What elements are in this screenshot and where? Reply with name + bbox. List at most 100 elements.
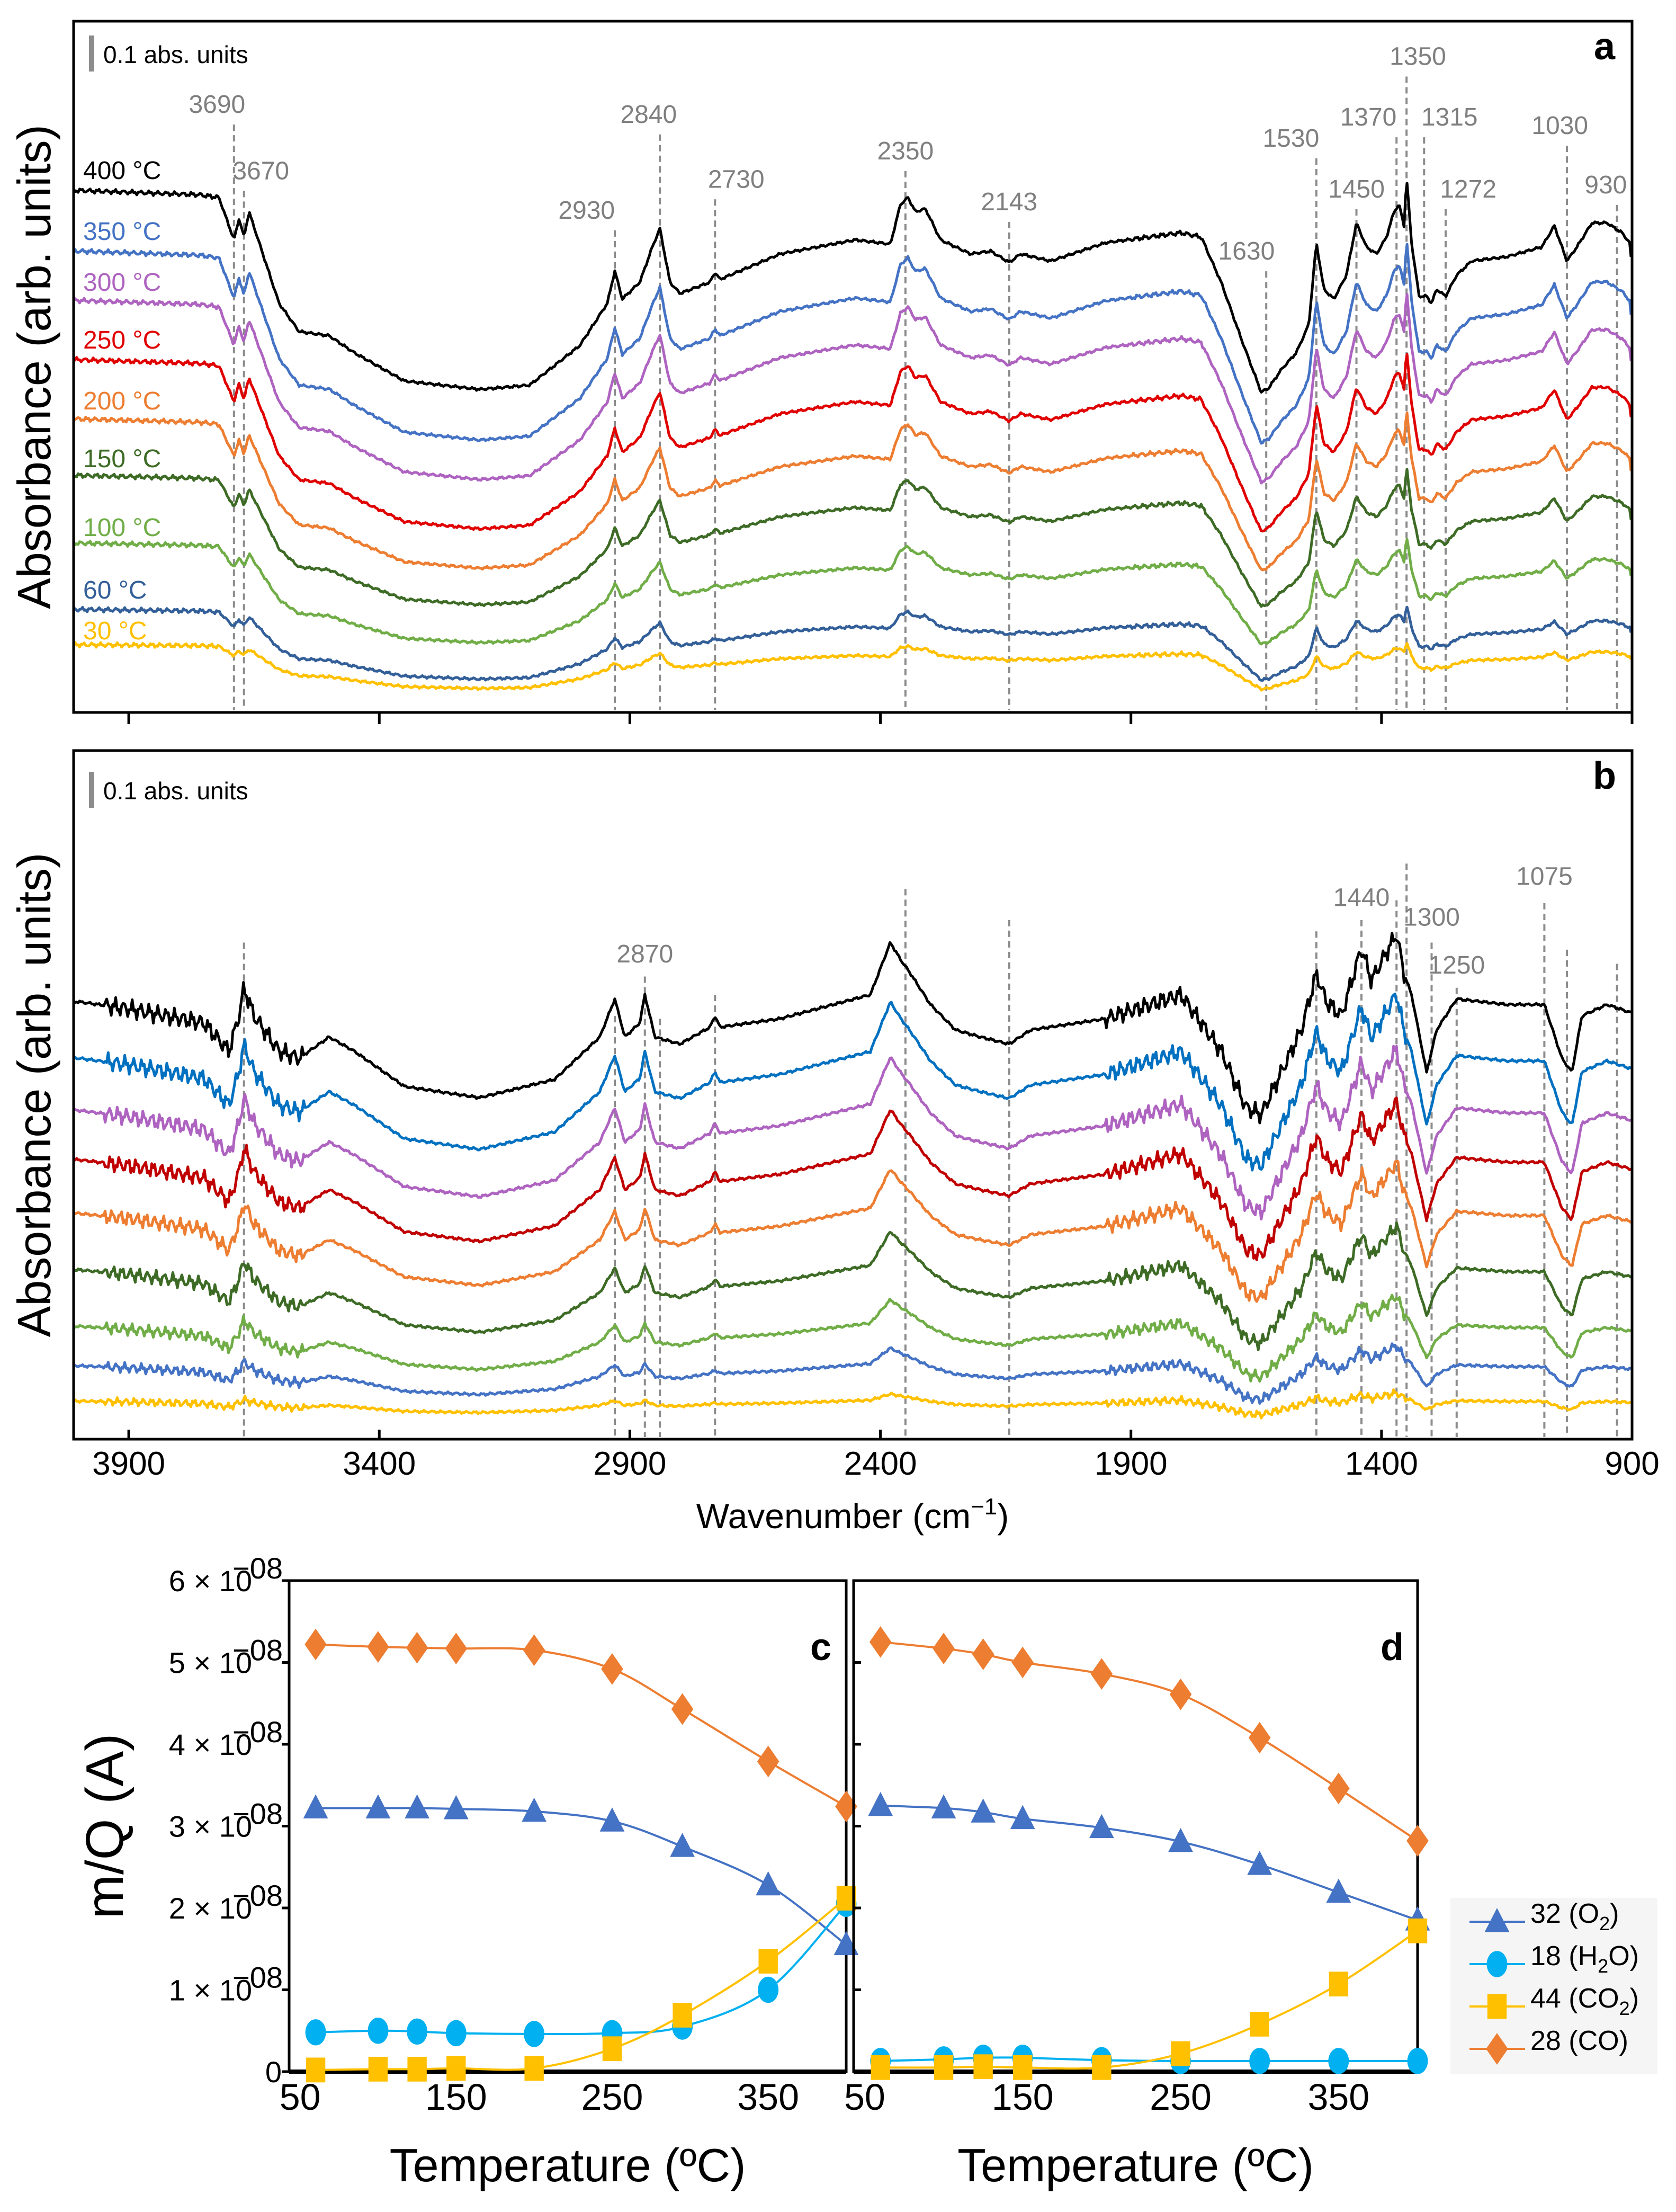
x-axis-label: Temperature (ºC) xyxy=(957,2139,1314,2191)
y-tick-base: 5 × 10 xyxy=(169,1646,252,1680)
legend-label-text: 18 (H xyxy=(1530,1941,1598,1972)
peak-label: 1440 xyxy=(1333,884,1390,912)
legend-label-subscript: 2 xyxy=(1599,1913,1610,1934)
legend: 32 (O2)18 (H2O)44 (CO2)28 (CO) xyxy=(1450,1898,1657,2074)
spectrum-200C xyxy=(73,411,1633,572)
peak-label: 2930 xyxy=(558,197,615,225)
temperature-label: 350 °C xyxy=(83,218,161,246)
data-point-diamond xyxy=(601,1653,623,1685)
x-axis-label-sup: −1 xyxy=(971,1494,997,1520)
legend-label-subscript: 2 xyxy=(1598,1955,1608,1977)
data-point-square xyxy=(1329,1972,1349,1997)
spectrum-250C xyxy=(73,1096,1632,1261)
legend-marker-circle xyxy=(1486,1951,1508,1977)
x-axis-label: Wavenumber (cm−1) xyxy=(696,1494,1009,1536)
temperature-label: 60 °C xyxy=(83,576,147,604)
peak-label: 1075 xyxy=(1516,862,1573,890)
spectrum-60C xyxy=(73,1342,1632,1405)
data-point-circle xyxy=(407,2018,428,2045)
spectrum-150C xyxy=(73,1221,1632,1351)
x-tick-label: 900 xyxy=(1605,1446,1659,1482)
temperature-label: 300 °C xyxy=(83,269,161,297)
y-tick-label: 0 xyxy=(265,2055,282,2089)
legend-label-end: ) xyxy=(1630,1983,1639,2014)
data-point-diamond xyxy=(1169,1678,1192,1710)
data-point-square xyxy=(306,2057,326,2083)
peak-label: 2870 xyxy=(616,940,673,968)
y-tick-base: 1 × 10 xyxy=(169,1974,252,2007)
peak-label: 1300 xyxy=(1403,904,1460,932)
x-tick-label: 2400 xyxy=(844,1446,917,1482)
data-point-diamond xyxy=(445,1633,468,1665)
data-point-triangle xyxy=(756,1871,781,1896)
spectrum-350C xyxy=(73,992,1632,1172)
y-tick-base: 6 × 10 xyxy=(169,1564,252,1598)
y-tick-base: 0 xyxy=(265,2055,282,2089)
y-tick-exponent: −08 xyxy=(232,1715,283,1749)
legend-label-end: O) xyxy=(1608,1941,1639,1972)
legend-label: 32 (O2) xyxy=(1530,1898,1619,1934)
peak-label: 1530 xyxy=(1262,124,1319,153)
legend-label-end: ) xyxy=(1610,1898,1619,1929)
data-point-triangle xyxy=(599,1807,625,1832)
y-axis-label: m/Q (A) xyxy=(75,1734,135,1919)
legend-label-text: 28 (CO) xyxy=(1530,2026,1628,2056)
data-point-square xyxy=(368,2056,388,2082)
y-tick-label: 3 × 10 xyxy=(169,1810,252,1843)
temperature-label: 200 °C xyxy=(83,387,161,415)
temperature-label: 400 °C xyxy=(83,157,161,185)
x-tick-label: 250 xyxy=(1150,2076,1212,2118)
x-axis-label-text: Wavenumber (cm xyxy=(696,1496,971,1536)
peak-label: 1350 xyxy=(1390,43,1446,71)
legend-label-subscript: 2 xyxy=(1619,1997,1630,2019)
data-point-circle xyxy=(305,2019,326,2046)
peak-label: 1630 xyxy=(1218,237,1275,265)
y-tick-label: 6 × 10 xyxy=(169,1564,252,1598)
data-point-diamond xyxy=(1406,1825,1429,1857)
data-point-triangle xyxy=(931,1794,956,1819)
data-point-triangle xyxy=(971,1798,996,1823)
peak-label: 1370 xyxy=(1340,103,1397,131)
data-point-triangle xyxy=(1089,1814,1114,1839)
peak-label: 930 xyxy=(1584,171,1627,199)
spectrum-400C xyxy=(73,932,1632,1125)
data-point-triangle xyxy=(1247,1851,1272,1875)
peak-label: 1315 xyxy=(1421,103,1478,131)
data-point-square xyxy=(602,2036,622,2062)
peak-label: 1250 xyxy=(1428,951,1485,979)
y-tick-base: 4 × 10 xyxy=(169,1728,252,1761)
spectrum-100C xyxy=(72,1294,1632,1383)
spectrum-350C xyxy=(73,243,1633,445)
y-tick-label: 1 × 10 xyxy=(169,1974,252,2007)
legend-label: 44 (CO2) xyxy=(1530,1983,1639,2019)
data-point-triangle xyxy=(443,1795,469,1819)
data-point-circle xyxy=(368,2018,389,2044)
temperature-label: 150 °C xyxy=(83,445,161,473)
peak-label: 1030 xyxy=(1531,112,1588,140)
panel-b-spectra: 2870 1440 1300 1250 1075 3900 3400 2900 2400 1900… xyxy=(8,749,1660,1536)
spectrum-400C xyxy=(72,182,1633,394)
data-point-diamond xyxy=(1248,1722,1271,1754)
x-tick-label: 350 xyxy=(1307,2076,1369,2118)
peak-label: 2840 xyxy=(620,101,677,129)
x-tick-label: 3900 xyxy=(92,1446,165,1482)
temperature-label: 100 °C xyxy=(83,514,161,542)
data-point-triangle xyxy=(405,1794,430,1819)
data-point-square xyxy=(407,2056,427,2082)
scale-bar-label: 0.1 abs. units xyxy=(103,777,248,805)
y-tick-base: 3 × 10 xyxy=(169,1810,252,1843)
panel-c-ms: 01 × 10−082 × 10−083 × 10−084 × 10−085 ×… xyxy=(75,1551,859,2191)
data-point-triangle xyxy=(670,1833,695,1857)
spectrum-150C xyxy=(73,468,1633,608)
data-point-diamond xyxy=(304,1628,327,1661)
series-line-square xyxy=(316,1897,847,2071)
data-point-square xyxy=(446,2056,466,2081)
legend-marker-square xyxy=(1487,1994,1507,2019)
data-point-square xyxy=(934,2055,954,2080)
x-tick-label: 150 xyxy=(425,2076,487,2118)
y-tick-label: 2 × 10 xyxy=(169,1892,252,1925)
peak-label: 2730 xyxy=(708,165,765,193)
series-line-diamond xyxy=(316,1643,847,1808)
y-tick-exponent: −08 xyxy=(232,1551,283,1585)
